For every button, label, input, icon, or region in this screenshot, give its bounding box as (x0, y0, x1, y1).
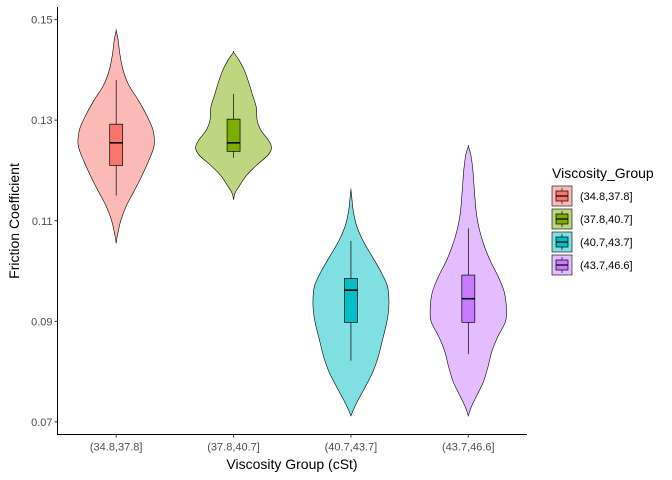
x-ticks: (34.8,37.8] (37.8,40.7] (40.7,43.7] (43.7,4… (90, 434, 495, 454)
legend-label: (40.7,43.7] (580, 237, 633, 249)
y-tick-label: 0.07 (31, 417, 52, 429)
box-2 (226, 118, 241, 152)
box-1 (109, 123, 124, 166)
x-tick-label: (34.8,37.8] (90, 442, 143, 454)
y-axis-title: Friction Coefficient (6, 163, 22, 279)
y-ticks: 0.07 0.09 0.11 0.13 0.15 (31, 15, 58, 429)
legend-label: (34.8,37.8] (580, 191, 633, 203)
boxplot-layer (109, 79, 476, 361)
legend-item: (40.7,43.7] (551, 231, 633, 253)
legend: Viscosity_Group (34.8,37.8] (37.8,40.7] (4… (551, 165, 654, 276)
y-tick-label: 0.15 (31, 15, 52, 27)
legend-item: (43.7,46.6] (551, 254, 633, 276)
x-tick-label: (37.8,40.7] (207, 442, 260, 454)
x-axis-title: Viscosity Group (cSt) (226, 456, 357, 472)
legend-label: (43.7,46.6] (580, 260, 633, 272)
x-tick-label: (40.7,43.7] (325, 442, 378, 454)
legend-title: Viscosity_Group (552, 165, 654, 181)
y-tick-label: 0.13 (31, 115, 52, 127)
legend-label: (37.8,40.7] (580, 214, 633, 226)
y-tick-label: 0.11 (32, 216, 53, 228)
y-tick-label: 0.09 (31, 316, 52, 328)
box-3 (344, 278, 358, 323)
violin-layer (77, 29, 507, 417)
x-tick-label: (43.7,46.6] (442, 442, 495, 454)
legend-item: (34.8,37.8] (551, 185, 633, 207)
legend-item: (37.8,40.7] (551, 208, 633, 230)
